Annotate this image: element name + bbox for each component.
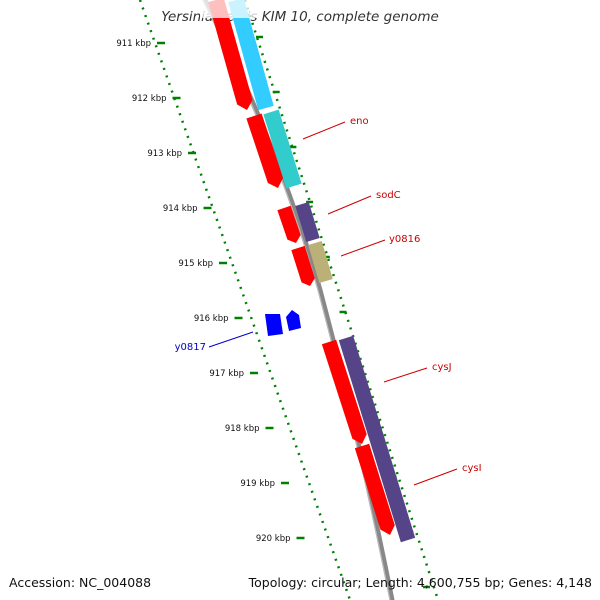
gene-label-connector <box>413 468 458 486</box>
genome-backbone <box>202 0 395 600</box>
gene-label-connector <box>208 331 254 348</box>
gene-arrow <box>265 314 283 336</box>
gene-label-layer: eno sodC y0816 cysJ cysI y0817 <box>175 116 482 486</box>
gene-arrow <box>246 113 284 188</box>
cds-bar <box>308 241 333 283</box>
scale-tick-label: 920 kbp <box>256 534 291 544</box>
backbone-layer <box>202 0 395 600</box>
cds-bar <box>286 310 301 331</box>
cds-bar <box>263 109 302 189</box>
scale-tick-label: 911 kbp <box>116 39 151 49</box>
gene-arrow <box>208 0 253 110</box>
inner-scale-ring <box>138 0 352 600</box>
gene-arrow <box>321 339 367 444</box>
gene-label-connector <box>302 121 346 140</box>
gene-arrow <box>291 245 315 286</box>
scale-tick-label: 918 kbp <box>225 424 260 434</box>
gene-label-y0816: y0816 <box>389 234 420 245</box>
scale-tick-label: 912 kbp <box>132 94 167 104</box>
gene-label-connector <box>340 239 386 257</box>
scale-tick-label: 916 kbp <box>194 314 229 324</box>
accession-text: Accession: NC_004088 <box>9 575 152 590</box>
gene-label-sodc: sodC <box>376 190 401 201</box>
cds-bar <box>338 335 416 543</box>
gene-label-cysi: cysI <box>462 463 482 474</box>
title-mask <box>200 0 260 18</box>
scale-tick-label: 917 kbp <box>209 369 244 379</box>
scale-tick-label: 915 kbp <box>178 259 213 269</box>
cds-bar <box>295 201 320 243</box>
gene-arrow <box>354 443 395 535</box>
outer-scale-ring <box>243 0 440 600</box>
gene-label-connector <box>327 195 372 215</box>
gene-label-cysj: cysJ <box>432 362 452 373</box>
cds-bar <box>228 0 274 111</box>
scale-tick-label: 914 kbp <box>163 204 198 214</box>
genome-summary-text: Topology: circular; Length: 4,600,755 bp… <box>248 575 592 590</box>
scale-tick-label: 919 kbp <box>240 479 275 489</box>
gene-label-eno: eno <box>350 116 369 127</box>
scale-tick-label: 913 kbp <box>147 149 182 159</box>
gene-arrow <box>277 205 301 243</box>
genome-backbone-highlight <box>202 0 391 600</box>
feature-layer <box>200 0 416 543</box>
gene-label-connector <box>383 367 428 383</box>
gene-label-y0817: y0817 <box>175 342 206 353</box>
